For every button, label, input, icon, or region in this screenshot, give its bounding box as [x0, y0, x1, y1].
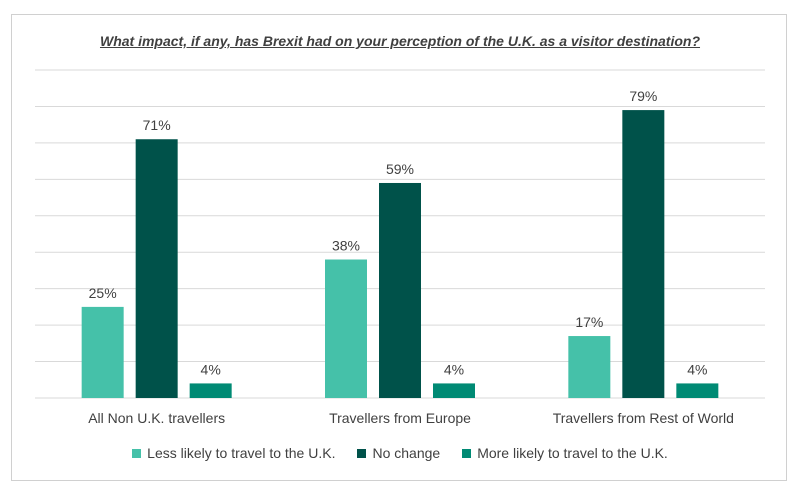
legend-label-no-change: No change	[372, 445, 441, 461]
legend-item-more-likely: More likely to travel to the U.K.	[462, 445, 668, 461]
legend: Less likely to travel to the U.K. No cha…	[0, 445, 800, 461]
bar	[325, 259, 367, 398]
x-tick-label: Travellers from Rest of World	[553, 410, 734, 426]
bar	[622, 110, 665, 398]
data-label: 25%	[89, 285, 117, 301]
x-tick-label: Travellers from Europe	[329, 410, 471, 426]
data-label: 38%	[332, 238, 360, 254]
legend-item-less-likely: Less likely to travel to the U.K.	[132, 445, 335, 461]
data-label: 71%	[143, 117, 171, 133]
x-tick-label: All Non U.K. travellers	[88, 410, 225, 426]
legend-label-more-likely: More likely to travel to the U.K.	[477, 445, 668, 461]
data-label: 59%	[386, 161, 414, 177]
data-label: 79%	[629, 88, 657, 104]
bar	[81, 306, 124, 398]
legend-swatch-no-change	[357, 448, 367, 458]
bar	[433, 383, 475, 398]
bar	[135, 139, 178, 398]
bar	[568, 336, 611, 398]
legend-label-less-likely: Less likely to travel to the U.K.	[147, 445, 336, 461]
legend-swatch-more-likely	[462, 448, 472, 458]
bar	[676, 383, 719, 398]
data-label: 4%	[687, 361, 707, 377]
legend-swatch-less-likely	[132, 448, 142, 458]
data-label: 17%	[575, 314, 603, 330]
bar	[379, 182, 421, 398]
bar	[189, 383, 232, 398]
data-label: 4%	[201, 361, 221, 377]
data-label: 4%	[444, 361, 464, 377]
legend-item-no-change: No change	[357, 445, 440, 461]
chart-title: What impact, if any, has Brexit had on y…	[99, 33, 701, 49]
